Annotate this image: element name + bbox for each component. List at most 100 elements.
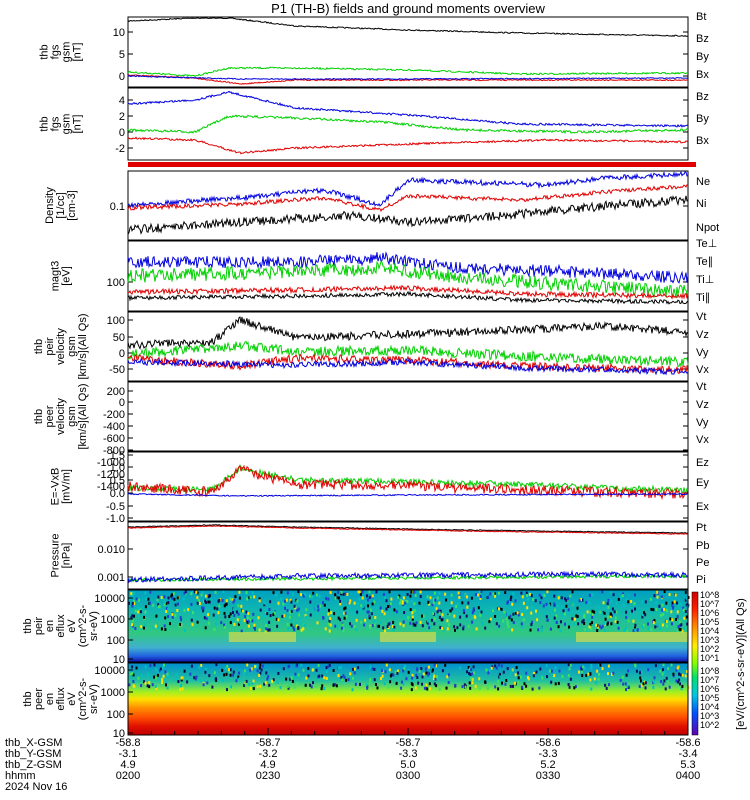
spectrogram-cell xyxy=(247,619,250,623)
spectrogram-cell xyxy=(253,623,256,627)
spectrogram-cell xyxy=(235,679,238,683)
spectrogram-cell xyxy=(255,617,258,620)
spectrogram-cell xyxy=(229,621,232,625)
xaxis-value: -58.6 xyxy=(675,737,700,749)
spectrogram-cell xyxy=(430,625,433,629)
spectrogram-cell xyxy=(652,686,655,689)
spectrogram-cell xyxy=(190,592,193,596)
spectrogram-cell xyxy=(358,597,361,601)
spectrogram-cell xyxy=(419,590,422,594)
spectrogram-cell xyxy=(553,616,556,620)
spectrogram-cell xyxy=(441,618,444,621)
panel-efield: E=-VxB [mV/m] 1.51.00.50.0-0.5-1.0 Ez Ey Ex xyxy=(50,450,710,525)
spectrogram-cell xyxy=(587,619,590,622)
spectrogram-cell xyxy=(147,597,150,601)
spectrogram-cell xyxy=(661,623,664,627)
spectrogram-cell xyxy=(297,626,300,630)
spectrogram-cell xyxy=(575,614,578,618)
spectrogram-cell xyxy=(614,616,617,620)
spectrogram-band xyxy=(380,632,436,642)
spectrogram-cell xyxy=(281,614,284,618)
spectrogram-cell xyxy=(514,681,516,685)
spectrogram-cell xyxy=(213,606,216,610)
spectrogram-cell xyxy=(581,674,584,677)
spectrogram-cell xyxy=(676,615,679,619)
spectrogram-cell xyxy=(491,606,494,610)
spectrogram-cell xyxy=(569,594,572,598)
spectrogram-cell xyxy=(304,624,306,628)
spectrogram-cell xyxy=(357,602,359,606)
spectrogram-cell xyxy=(344,606,347,610)
spectrogram-cell xyxy=(317,608,320,612)
spectrogram-cell xyxy=(602,611,604,614)
spectrogram-cell xyxy=(426,687,429,691)
spectrogram-cell xyxy=(196,620,199,624)
series-Vt xyxy=(127,316,689,350)
spectrogram-cell xyxy=(375,590,378,594)
ytick-label: -600 xyxy=(103,433,125,445)
spectrogram-cell xyxy=(512,612,515,616)
ylabel-line: fgs xyxy=(50,116,62,131)
spectrogram-cell xyxy=(665,609,668,613)
spectrogram-cell xyxy=(284,606,286,610)
spectrogram-cell xyxy=(329,623,332,627)
spectrogram-cell xyxy=(520,622,523,626)
spectrogram-cell xyxy=(368,590,371,594)
spectrogram-cell xyxy=(393,625,396,629)
spectrogram-cell xyxy=(383,612,386,616)
spectrogram-cell xyxy=(454,683,457,687)
spectrogram-cell xyxy=(627,619,630,623)
spectrogram-cell xyxy=(229,612,232,616)
spectrogram-cell xyxy=(591,609,594,613)
spectrogram-cell xyxy=(550,680,553,684)
spectrogram-cell xyxy=(438,611,441,615)
spectrogram-cell xyxy=(679,673,682,677)
spectrogram-cell xyxy=(340,590,343,594)
spectrogram-cell xyxy=(467,601,470,605)
spectrogram-cell xyxy=(259,684,262,688)
spectrogram-cell xyxy=(625,673,628,677)
series-Bt xyxy=(127,17,689,37)
spectrogram-cell xyxy=(300,663,303,667)
spectrogram-cell xyxy=(502,670,505,674)
spectrogram-cell xyxy=(477,593,480,597)
spectrogram-cell xyxy=(298,613,301,617)
spectrogram-cell xyxy=(411,678,414,682)
spectrogram-cell xyxy=(327,612,330,616)
spectrogram-cell xyxy=(489,668,491,672)
spectrogram-cell xyxy=(479,613,482,617)
legend-entry: Pe xyxy=(696,557,709,569)
spectrogram-cell xyxy=(368,616,371,620)
spectrogram-cell xyxy=(152,625,155,629)
spectrogram-cell xyxy=(131,623,134,627)
spectrogram-cell xyxy=(204,667,207,671)
ytick-label: 0.0 xyxy=(110,488,125,500)
spectrogram-cell xyxy=(580,670,583,674)
spectrogram-cell xyxy=(677,625,680,629)
ytick-label: 100 xyxy=(107,315,125,327)
spectrogram-cell xyxy=(555,614,558,618)
spectrogram-cell xyxy=(149,601,151,605)
spectrogram-cell xyxy=(393,608,396,612)
spectrogram-cell xyxy=(267,628,270,632)
spectrogram-cell xyxy=(285,598,288,602)
spectrogram-cell xyxy=(407,670,410,674)
spectrogram xyxy=(128,663,688,735)
spectrogram-cell xyxy=(252,679,255,683)
xaxis-value: 5.3 xyxy=(680,759,695,771)
ylabel-line: [eV] xyxy=(61,266,73,286)
spectrogram-cell xyxy=(295,598,298,602)
spectrogram-cell xyxy=(328,629,331,633)
spectrogram-cell xyxy=(193,676,196,680)
spectrogram-cell xyxy=(264,629,267,633)
spectrogram-cell xyxy=(530,611,533,615)
spectrogram-cell xyxy=(567,663,570,667)
spectrogram-cell xyxy=(131,604,134,608)
ylabel-line: [km/s](All Qs) xyxy=(77,314,89,380)
spectrogram-cell xyxy=(622,603,625,607)
spectrogram-cell xyxy=(321,684,324,688)
spectrogram-cell xyxy=(384,670,387,674)
spectrogram-cell xyxy=(157,595,160,599)
panel-frame xyxy=(127,381,689,452)
spectrogram-cell xyxy=(530,623,533,627)
